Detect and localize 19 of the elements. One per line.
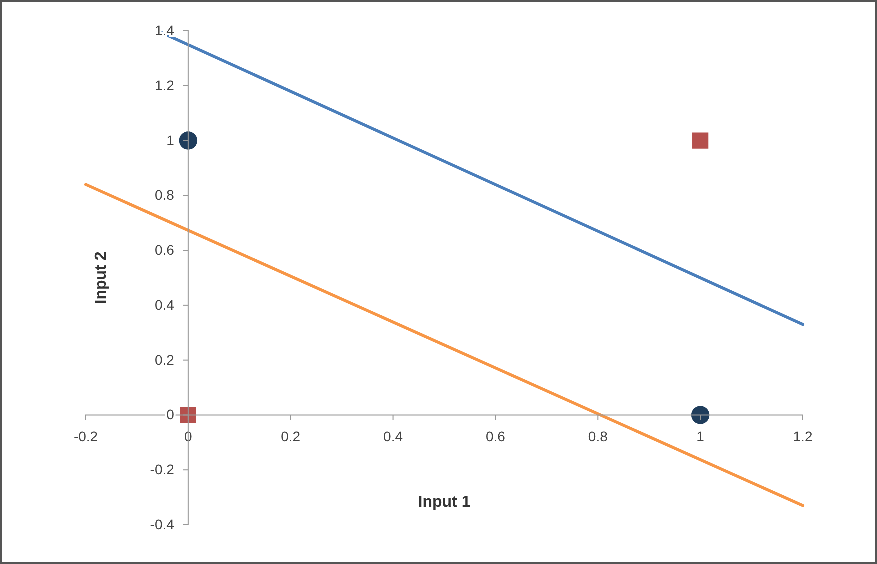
y-axis-title: Input 2 xyxy=(93,252,110,304)
y-tick-label: 0.8 xyxy=(154,187,175,204)
x-tick-label: -0.2 xyxy=(74,428,98,444)
y-tick-label: 1.2 xyxy=(154,77,175,94)
y-tick-label: 0.4 xyxy=(154,296,175,313)
y-tick-label: 0.2 xyxy=(154,352,175,368)
y-tick-label: 1 xyxy=(166,132,175,148)
x-tick-label: 0.4 xyxy=(384,428,404,444)
y-tick-label: -0.4 xyxy=(150,516,175,532)
x-tick-label: 0.6 xyxy=(486,428,506,444)
x-tick-label: 0.2 xyxy=(281,428,301,444)
y-tick-label: -0.2 xyxy=(150,462,175,478)
x-axis-title: Input 1 xyxy=(418,494,471,511)
y-tick-label: 0 xyxy=(166,406,175,423)
x-tick-label: 0 xyxy=(184,428,193,444)
x-tick-label: 1 xyxy=(696,428,705,444)
x-tick-label: 0.8 xyxy=(588,428,608,444)
x-tick-label: 1.2 xyxy=(793,428,813,444)
y-tick-label: 0.6 xyxy=(154,242,175,258)
